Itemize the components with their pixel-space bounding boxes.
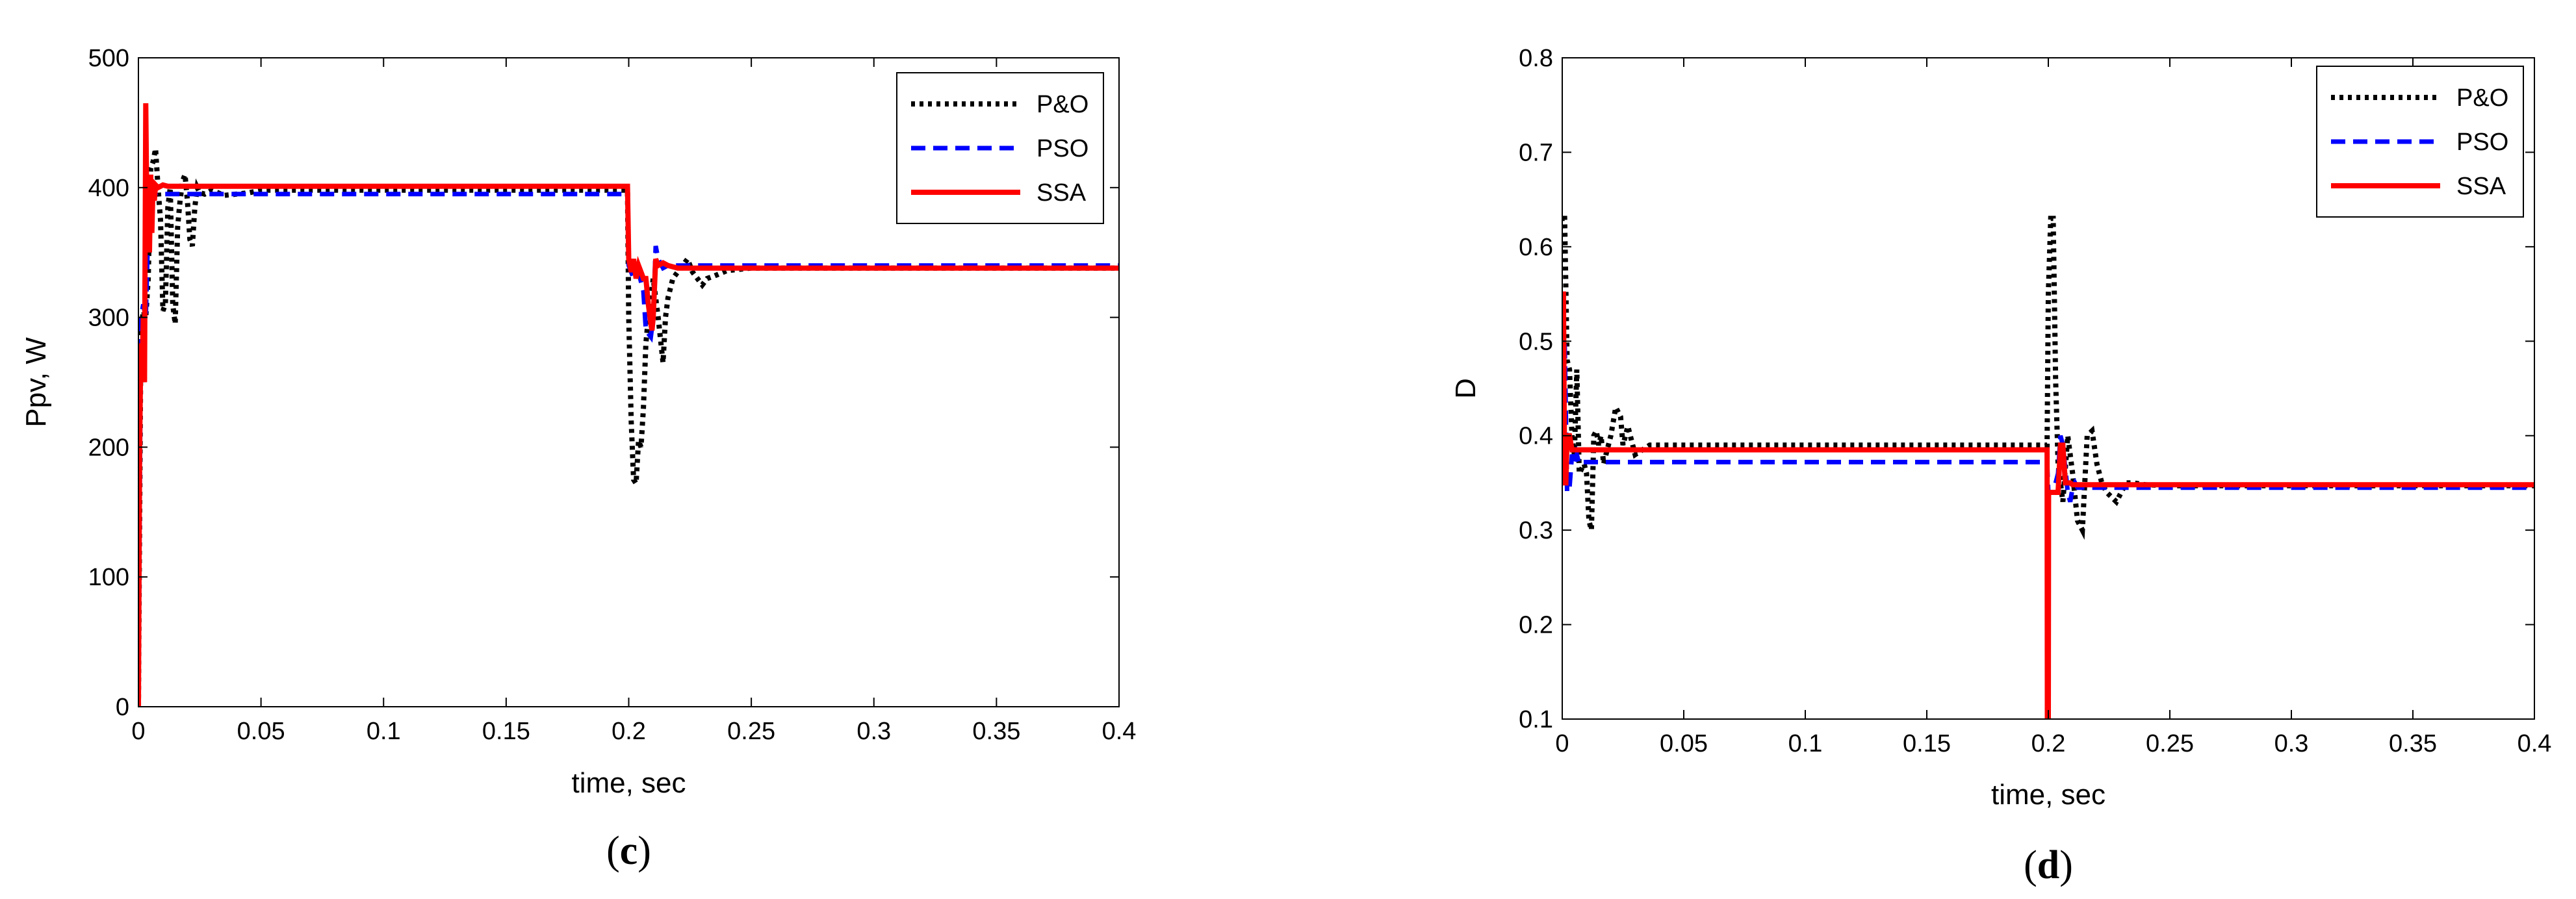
- y-tick-label: 0.2: [1519, 612, 1553, 639]
- x-tick-label: 0.3: [857, 718, 891, 745]
- y-tick-label: 0.6: [1519, 234, 1553, 261]
- y-tick-label: 0.8: [1519, 45, 1553, 72]
- x-tick-label: 0.1: [367, 718, 401, 745]
- legend-label: PSO: [1037, 135, 1088, 162]
- x-axis-label: time, sec: [1991, 779, 2106, 811]
- legend-label: SSA: [2456, 173, 2506, 200]
- y-tick-label: 0.3: [1519, 517, 1553, 544]
- legend-label: SSA: [1037, 179, 1087, 207]
- y-axis-label: Ppv, W: [20, 337, 52, 427]
- x-tick-label: 0.05: [237, 718, 285, 745]
- x-tick-label: 0.15: [482, 718, 530, 745]
- x-tick-label: 0.25: [727, 718, 775, 745]
- x-tick-label: 0.1: [1788, 730, 1823, 757]
- y-tick-label: 400: [88, 175, 129, 202]
- x-tick-label: 0.15: [1903, 730, 1951, 757]
- y-axis-label: D: [1450, 378, 1482, 399]
- y-tick-label: 0: [116, 694, 129, 721]
- x-tick-label: 0.3: [2274, 730, 2309, 757]
- x-tick-label: 0: [131, 718, 145, 745]
- x-tick-label: 0.35: [2389, 730, 2437, 757]
- x-tick-label: 0.2: [2031, 730, 2066, 757]
- y-tick-label: 0.5: [1519, 328, 1553, 355]
- y-tick-label: 0.7: [1519, 139, 1553, 166]
- y-tick-label: 0.1: [1519, 706, 1553, 733]
- chart-duty: 0 0.05 0.1 0.15 0.2 0.25 0.3 0.35 0.4 0.1 0.2 0.3 0.…: [1450, 45, 2551, 887]
- x-axis-label: time, sec: [571, 767, 686, 799]
- series-line-po: [138, 148, 1119, 707]
- x-tick-label: 0.05: [1660, 730, 1708, 757]
- y-tick-label: 0.4: [1519, 423, 1553, 450]
- legend: P&O PSO SSA: [2316, 66, 2524, 218]
- legend-label: P&O: [2456, 84, 2508, 112]
- legend: P&O PSO SSA: [896, 72, 1104, 224]
- y-tick-label: 200: [88, 434, 129, 461]
- legend-label: PSO: [2456, 129, 2508, 156]
- plot-area: [1562, 216, 2534, 719]
- panel-label: (c): [606, 829, 651, 873]
- y-tick-label: 500: [88, 45, 129, 72]
- x-tick-label: 0.4: [1102, 718, 1137, 745]
- series-line-ssa: [1562, 291, 2534, 719]
- series-line-po: [1562, 216, 2534, 540]
- series-line-ssa: [138, 103, 1119, 707]
- plot-area: [138, 103, 1119, 707]
- chart-power: 0 0.05 0.1 0.15 0.2 0.25 0.3 0.35 0.4 0 100 200 300 4…: [20, 45, 1136, 873]
- panel-label: (d): [2024, 843, 2073, 887]
- y-tick-label: 300: [88, 305, 129, 332]
- x-tick-label: 0.2: [612, 718, 646, 745]
- x-tick-label: 0: [1555, 730, 1569, 757]
- series-line-pso: [1562, 322, 2534, 503]
- y-tick-label: 100: [88, 564, 129, 591]
- x-tick-label: 0.35: [972, 718, 1020, 745]
- x-tick-label: 0.25: [2146, 730, 2194, 757]
- legend-label: P&O: [1037, 91, 1088, 118]
- x-tick-label: 0.4: [2518, 730, 2552, 757]
